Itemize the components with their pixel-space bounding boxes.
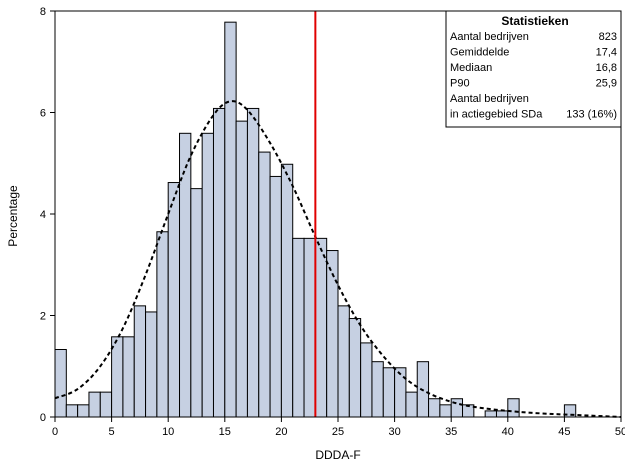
histogram-bar — [337, 305, 350, 418]
statistics-row-value: 25,9 — [596, 78, 617, 90]
histogram-bar — [439, 404, 452, 418]
x-tick-label: 0 — [52, 426, 58, 438]
y-axis: 0 2 4 6 8 — [40, 6, 55, 424]
statistics-row-label: Mediaan — [450, 62, 492, 74]
statistics-row-value: 823 — [599, 31, 617, 43]
y-axis-title: Percentage — [6, 185, 20, 247]
statistics-row-value: 16,8 — [596, 62, 617, 74]
histogram-bar — [145, 311, 158, 418]
statistics-row-label: in actiegebied SDa — [450, 109, 543, 121]
histogram-bar — [303, 237, 316, 418]
histogram-bar — [201, 132, 214, 418]
histogram-bar — [54, 349, 67, 418]
statistics-rows: Aantal bedrijven 823 Gemiddelde 17,4 Mediaan… — [450, 31, 617, 121]
statistics-row-value: 17,4 — [596, 47, 617, 59]
x-tick-label: 35 — [445, 426, 457, 438]
histogram-bar — [122, 336, 135, 418]
histogram-bar — [507, 398, 520, 418]
histogram-bar — [133, 305, 147, 418]
statistics-title: Statistieken — [501, 14, 568, 28]
x-tick-label: 25 — [332, 426, 344, 438]
statistics-row-label: Aantal bedrijven — [450, 31, 529, 43]
histogram-bar — [179, 132, 192, 418]
statistics-row-label: P90 — [450, 78, 470, 90]
histogram-bar — [77, 404, 90, 418]
statistics-row-label: Aantal bedrijven — [450, 93, 529, 105]
y-tick-label: 6 — [40, 108, 46, 120]
histogram-bar — [428, 398, 441, 418]
x-tick-label: 20 — [275, 426, 287, 438]
histogram-bar — [111, 336, 124, 418]
density-curve-layer — [54, 100, 622, 418]
histogram-bar — [88, 391, 101, 418]
histogram-bar — [246, 107, 260, 418]
x-tick-label: 30 — [388, 426, 400, 438]
histogram-bar — [269, 175, 282, 418]
y-tick-label: 8 — [40, 6, 46, 18]
y-tick-label: 0 — [40, 412, 46, 424]
density-curve — [54, 100, 622, 418]
y-tick-label: 4 — [40, 209, 46, 221]
histogram-bar — [212, 107, 226, 418]
histogram-bar — [382, 367, 396, 418]
histogram-bar — [258, 151, 271, 418]
histogram-bar — [190, 188, 203, 418]
histogram-bar — [235, 120, 248, 418]
histogram-bar — [156, 231, 169, 418]
histogram-bars — [54, 21, 577, 418]
histogram-bar — [167, 182, 181, 418]
histogram-bar — [405, 391, 418, 418]
x-tick-label: 5 — [109, 426, 115, 438]
x-tick-label: 10 — [162, 426, 174, 438]
x-axis: 0 5 10 15 20 25 30 35 40 45 50 — [52, 417, 625, 438]
statistics-box: Statistieken Aantal bedrijven 823 Gemiddel… — [445, 10, 622, 128]
x-tick-label: 45 — [558, 426, 570, 438]
histogram-bar — [495, 410, 509, 418]
histogram-bar — [65, 404, 79, 418]
y-tick-label: 2 — [40, 311, 46, 323]
statistics-row-value: 133 (16%) — [566, 109, 617, 121]
histogram-bar — [314, 237, 328, 418]
histogram-bar — [371, 361, 384, 418]
x-tick-label: 15 — [219, 426, 231, 438]
statistics-row-label: Gemiddelde — [450, 47, 509, 59]
x-tick-label: 50 — [615, 426, 625, 438]
x-tick-label: 40 — [502, 426, 514, 438]
histogram-bar — [224, 21, 237, 418]
histogram-bar — [99, 391, 113, 418]
statistics-box-frame — [445, 10, 622, 128]
histogram-bar — [348, 318, 362, 418]
histogram-bar — [360, 342, 373, 418]
x-axis-title: DDDA-F — [315, 448, 360, 462]
histogram-bar — [484, 410, 497, 418]
histogram-bar — [280, 163, 294, 418]
histogram-bar — [292, 237, 305, 418]
